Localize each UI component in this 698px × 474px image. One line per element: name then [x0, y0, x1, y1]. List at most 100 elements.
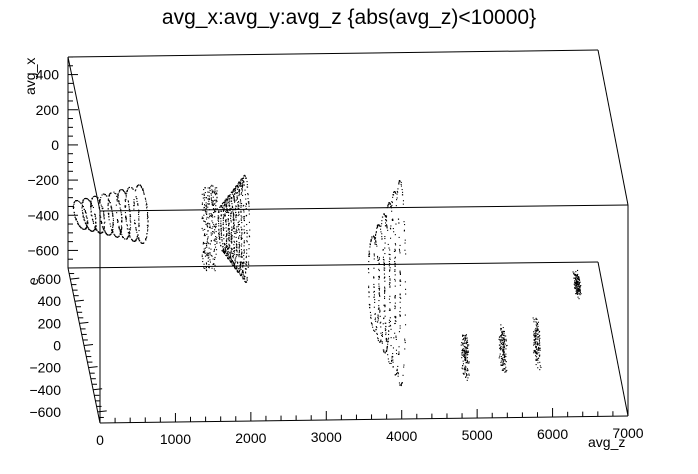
data-point — [103, 226, 105, 228]
data-point — [383, 310, 385, 312]
data-point — [219, 242, 221, 244]
data-point — [394, 332, 396, 334]
data-point — [127, 200, 129, 202]
data-point — [372, 326, 374, 328]
data-point — [399, 325, 401, 327]
data-point — [383, 317, 385, 319]
data-point — [535, 337, 537, 339]
data-point — [246, 230, 248, 232]
data-point — [205, 197, 207, 199]
data-point — [376, 332, 378, 334]
data-point — [241, 216, 243, 218]
data-point — [210, 214, 212, 216]
data-point — [461, 354, 463, 356]
data-point — [233, 222, 235, 224]
data-point — [127, 228, 129, 230]
data-point — [401, 189, 403, 191]
data-point — [238, 212, 240, 214]
data-point — [214, 192, 216, 194]
data-point — [233, 219, 235, 221]
data-point — [225, 236, 227, 238]
data-point — [235, 231, 237, 233]
data-point — [394, 234, 396, 236]
data-point — [128, 232, 130, 234]
data-point — [578, 298, 580, 300]
data-point — [384, 315, 386, 317]
data-point — [242, 272, 244, 274]
data-point — [121, 220, 123, 222]
data-point — [99, 232, 101, 234]
data-point — [82, 206, 84, 208]
data-point — [245, 177, 247, 179]
data-point — [240, 206, 242, 208]
data-point — [107, 205, 109, 207]
data-point — [138, 219, 140, 221]
data-point — [243, 251, 245, 253]
data-point — [98, 202, 100, 204]
y-axis-tick-label: 200 — [36, 102, 60, 118]
data-point — [95, 218, 97, 220]
data-point — [242, 180, 244, 182]
data-point — [243, 277, 245, 279]
data-point — [243, 225, 245, 227]
data-point — [220, 225, 222, 227]
data-point — [538, 347, 540, 349]
data-point — [214, 244, 216, 246]
data-point — [234, 193, 236, 195]
data-point — [371, 236, 373, 238]
data-point — [243, 232, 245, 234]
data-point — [378, 283, 380, 285]
data-point — [578, 293, 580, 295]
data-point — [576, 284, 578, 286]
data-point — [539, 334, 541, 336]
data-point — [215, 225, 217, 227]
data-point — [245, 202, 247, 204]
data-point — [399, 314, 401, 316]
data-point — [244, 281, 246, 283]
data-point — [210, 194, 212, 196]
data-point — [141, 242, 143, 244]
data-point — [398, 351, 400, 353]
data-point — [215, 238, 217, 240]
data-point — [505, 356, 507, 358]
data-point — [383, 262, 385, 264]
data-point — [207, 253, 209, 255]
data-point — [388, 322, 390, 324]
data-point — [201, 254, 203, 256]
data-point — [118, 191, 120, 193]
x-axis-tick-label: 3000 — [311, 429, 342, 445]
data-point — [222, 246, 224, 248]
data-point — [98, 232, 100, 234]
data-point — [579, 287, 581, 289]
data-point — [233, 213, 235, 215]
data-point — [375, 329, 377, 331]
data-point — [399, 279, 401, 281]
data-point — [240, 236, 242, 238]
data-point — [203, 207, 205, 209]
data-point — [389, 308, 391, 310]
data-point — [243, 240, 245, 242]
data-point — [226, 239, 228, 241]
data-point — [390, 228, 392, 230]
data-point — [95, 217, 97, 219]
data-point — [384, 306, 386, 308]
data-point — [379, 311, 381, 313]
data-point — [370, 239, 372, 241]
data-point — [577, 276, 579, 278]
data-point — [385, 325, 387, 327]
data-point — [243, 177, 245, 179]
data-point — [371, 237, 373, 239]
data-point — [233, 200, 235, 202]
data-point — [112, 232, 114, 234]
data-point — [233, 264, 235, 266]
data-point — [381, 233, 383, 235]
data-point — [205, 205, 207, 207]
data-point — [503, 353, 505, 355]
data-point — [535, 327, 537, 329]
data-point — [90, 205, 92, 207]
data-point — [230, 233, 232, 235]
data-point — [463, 342, 465, 344]
data-point — [248, 210, 250, 212]
data-point — [464, 335, 466, 337]
data-point — [398, 331, 400, 333]
